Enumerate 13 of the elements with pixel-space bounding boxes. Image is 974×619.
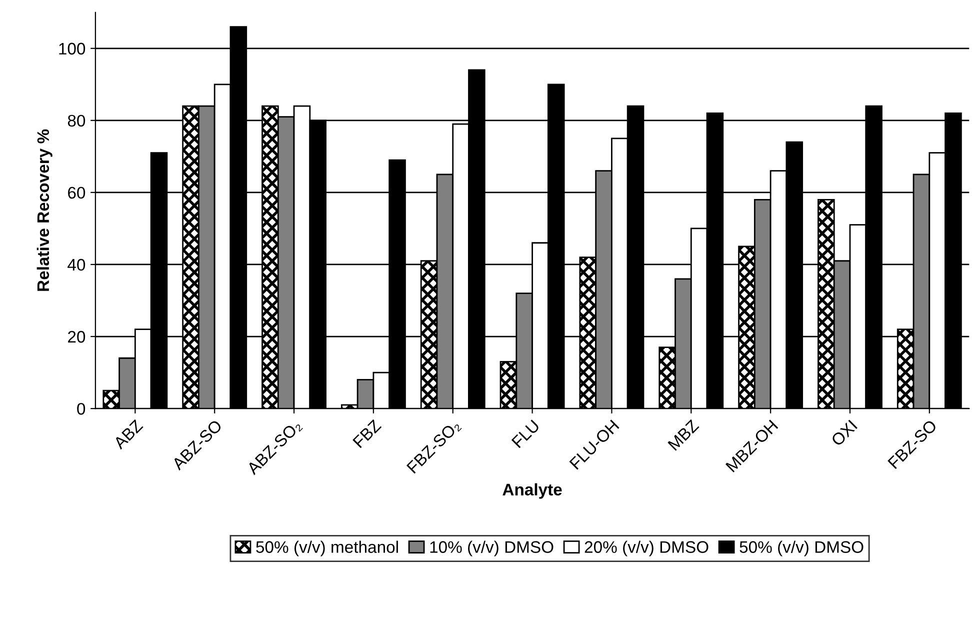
y-tick-label: 20: [68, 330, 86, 343]
x-axis-title: Analyte: [502, 483, 562, 499]
y-tick-label: 80: [68, 114, 86, 127]
y-axis-title: Relative Recovery %: [36, 129, 52, 291]
y-tick-label: 60: [68, 186, 86, 199]
legend-label: 50% (v/v) DMSO: [740, 540, 864, 556]
legend-label: 10% (v/v) DMSO: [430, 540, 554, 556]
y-tick-label: 0: [77, 402, 86, 415]
y-tick-label: 40: [68, 258, 86, 271]
x-tick-label: OXI: [830, 420, 858, 447]
y-tick-label: 100: [59, 42, 86, 55]
legend-label: 50% (v/v) methanol: [256, 540, 398, 556]
legend-label: 20% (v/v) DMSO: [584, 540, 708, 556]
